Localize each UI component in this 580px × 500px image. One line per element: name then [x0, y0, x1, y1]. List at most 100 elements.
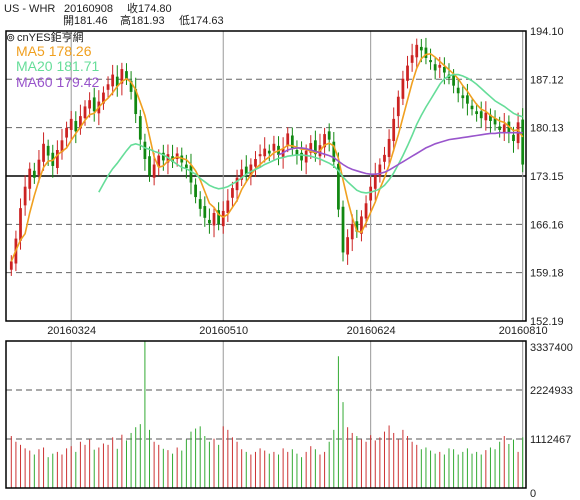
candle-body: [55, 150, 59, 169]
candle-body: [42, 143, 45, 162]
candle-body: [396, 96, 400, 117]
candle-body: [92, 97, 96, 112]
candle-body: [194, 184, 197, 198]
candle-body: [350, 224, 354, 240]
candle-body: [244, 166, 248, 175]
volume-panel: 3337400 2224933 1112467 0: [5, 340, 573, 500]
candle-body: [383, 154, 386, 162]
price-y-tick: 180.13: [530, 123, 564, 135]
candle-body: [235, 177, 239, 191]
candle-body: [346, 237, 350, 255]
candle-body: [28, 168, 32, 189]
price-y-tick: 159.18: [530, 268, 564, 280]
x-axis: 20160324 20160510 20160624 20160810: [47, 325, 547, 337]
candle-body: [32, 170, 36, 178]
candle-body: [240, 169, 244, 180]
x-tick-label: 20160510: [199, 325, 248, 337]
candle-body: [254, 159, 257, 167]
candle-body: [115, 76, 119, 87]
header-date: 20160908: [64, 3, 113, 15]
price-y-tick: 194.10: [530, 26, 564, 38]
candle-body: [475, 111, 479, 115]
candle-body: [502, 124, 506, 133]
candle-body: [106, 84, 110, 90]
candle-body: [203, 206, 207, 218]
candle-body: [272, 143, 276, 151]
candle-body: [212, 212, 216, 226]
candle-body: [157, 155, 161, 167]
candle-body: [152, 164, 156, 178]
candle-body: [9, 261, 13, 270]
candle-body: [184, 164, 188, 169]
candle-body: [479, 111, 483, 119]
candle-body: [466, 95, 469, 104]
legend-ma20: MA20 181.71: [16, 58, 100, 74]
candle-body: [208, 219, 211, 224]
candle-body: [415, 44, 419, 58]
candle-body: [429, 60, 432, 63]
candle-body: [442, 66, 446, 73]
candle-body: [198, 199, 202, 209]
candle-body: [189, 165, 193, 183]
candle-body: [323, 134, 326, 148]
candle-body: [263, 148, 267, 157]
volume-y-tick: 2224933: [530, 385, 573, 397]
candle-body: [313, 140, 317, 155]
candle-body: [369, 186, 373, 201]
line-ma60: [278, 131, 523, 175]
candle-body: [295, 150, 299, 156]
candle-body: [433, 64, 437, 71]
candle-body: [221, 210, 225, 227]
candle-body: [37, 159, 41, 175]
candle-body: [401, 78, 405, 99]
candle-body: [489, 114, 492, 121]
watermark-icon: ⊚: [6, 32, 15, 44]
legend-ma5: MA5 178.26: [16, 43, 92, 59]
header-close: 收174.80: [127, 1, 172, 15]
volume-y-tick: 0: [530, 488, 536, 500]
volume-grid: [6, 341, 526, 488]
x-tick-label: 20160810: [499, 325, 548, 337]
candle-body: [286, 133, 290, 146]
candle-body: [387, 138, 391, 157]
volume-y-tick: 1112467: [530, 434, 571, 446]
candle-body: [60, 140, 64, 153]
candle-body: [69, 118, 73, 130]
candle-body: [332, 141, 336, 162]
x-tick-label: 20160624: [347, 325, 396, 337]
candle-body: [249, 164, 253, 177]
price-y-tick: 187.12: [530, 74, 564, 86]
candle-body: [327, 131, 331, 140]
price-y-tick: 166.16: [530, 219, 564, 231]
candle-body: [143, 141, 147, 160]
candle-body: [79, 116, 82, 129]
line-ma5: [10, 52, 524, 262]
line-ma20: [98, 73, 523, 194]
volume-y-tick: 3337400: [530, 342, 573, 354]
candle-body: [161, 152, 165, 161]
candle-body: [74, 120, 78, 132]
volume-panel-frame: [5, 340, 527, 489]
candle-body: [217, 210, 221, 225]
candle-body: [470, 105, 474, 110]
candle-body: [19, 208, 22, 241]
candle-body: [355, 221, 359, 232]
candle-body: [148, 156, 151, 176]
price-panel-frame: [5, 30, 527, 322]
candle-body: [267, 150, 271, 154]
candle-body: [360, 216, 363, 234]
price-candles: [9, 37, 525, 276]
candle-body: [102, 92, 105, 104]
candle-body: [83, 106, 87, 119]
price-y-tick: 152.19: [530, 316, 564, 328]
legend-ma60: MA60 179.42: [16, 74, 100, 90]
header-high: 高181.93: [120, 13, 165, 27]
candle-body: [111, 74, 115, 87]
volume-bars: [10, 341, 524, 488]
candle-body: [341, 206, 345, 253]
candle-body: [512, 134, 515, 142]
candle-body: [424, 47, 428, 58]
candle-body: [493, 118, 497, 125]
candle-body: [410, 55, 414, 63]
